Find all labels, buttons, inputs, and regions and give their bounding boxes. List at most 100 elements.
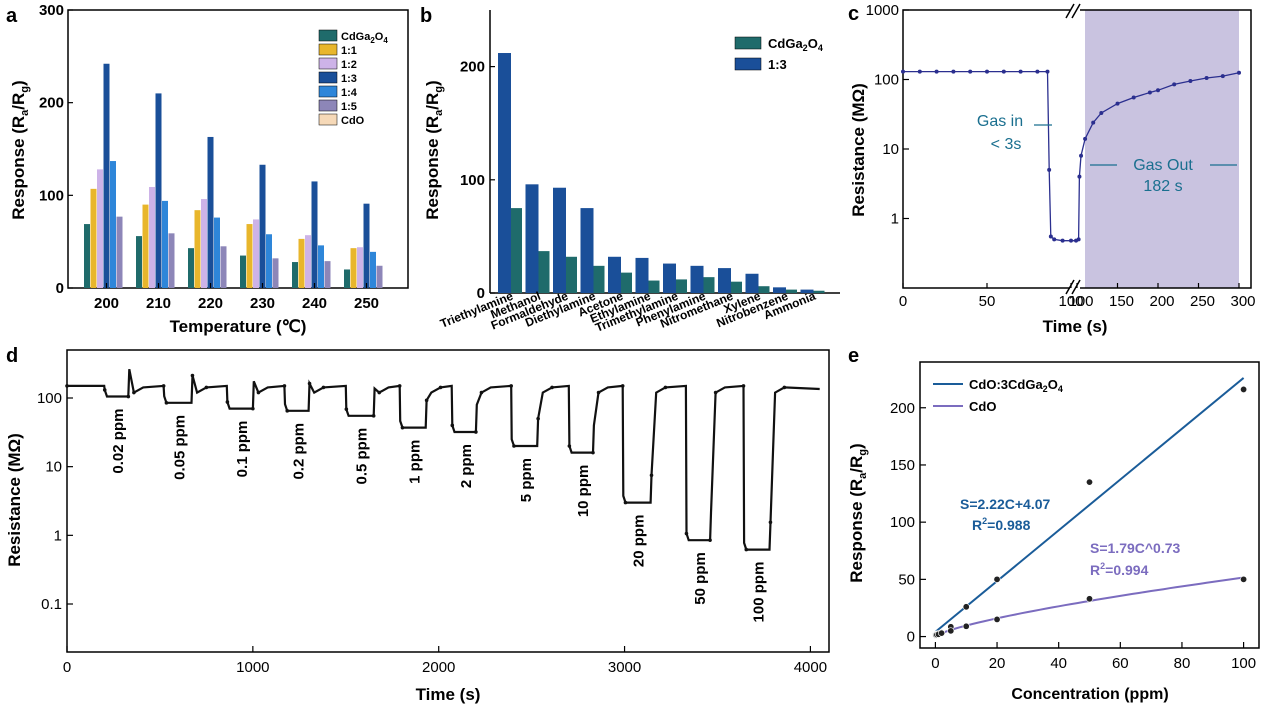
panel-d-point bbox=[344, 407, 349, 411]
panel-d-point bbox=[397, 384, 402, 388]
gas-in-label: Gas in bbox=[977, 113, 1023, 130]
panel-c-xtick-label: 200 bbox=[1149, 293, 1174, 310]
legend-label-b-cdga2o4: CdGa2O4 bbox=[768, 36, 823, 53]
legend-swatch-1-5 bbox=[318, 99, 338, 112]
panel-a-xtick-label: 210 bbox=[146, 295, 171, 312]
panel-b-bar bbox=[773, 287, 786, 293]
panel-a-bar bbox=[272, 258, 279, 288]
panel-c-right-series-point bbox=[1237, 70, 1241, 75]
panel-a-bar bbox=[292, 262, 298, 288]
panel-c-left-series-point bbox=[1048, 234, 1053, 239]
panel-a-bar bbox=[363, 203, 370, 288]
panel-label-a: a bbox=[6, 5, 18, 27]
panel-a-x-axis-label: Temperature (℃) bbox=[170, 317, 307, 336]
panel-a-bar bbox=[201, 199, 207, 288]
panel-c-right-series-point bbox=[1220, 74, 1225, 79]
panel-a-bar-chart: 0 100 200 300 200 210 220 230 240 250 Temperatur… bbox=[9, 2, 409, 336]
panel-e-frame bbox=[919, 361, 1260, 649]
panel-d-step-label: 0.02 ppm bbox=[110, 409, 127, 474]
panel-d-step-label: 0.05 ppm bbox=[172, 415, 189, 480]
panel-b-bar bbox=[718, 268, 731, 293]
panel-b-bar bbox=[608, 256, 621, 293]
panel-d-ytick-label: 100 bbox=[37, 390, 62, 407]
legend-label-1-5: 1:5 bbox=[341, 101, 357, 113]
panel-c-xtick-label: 100 bbox=[1058, 293, 1083, 310]
panel-d-point bbox=[550, 385, 554, 390]
panel-c-left-series-point bbox=[1001, 69, 1006, 74]
panel-e-ytick-label: 150 bbox=[890, 457, 915, 474]
panel-a-bar bbox=[344, 269, 350, 288]
panel-b-bar bbox=[800, 289, 814, 293]
composite-data-point bbox=[1240, 385, 1248, 393]
gas-in-time: < 3s bbox=[991, 136, 1022, 153]
panel-e-scatter-chart: 0 50 100 150 200 0 20 40 60 80 100 Concentration … bbox=[847, 361, 1260, 703]
panel-c-left-series-point bbox=[1047, 167, 1052, 172]
panel-c-y-axis-label: Resistance (MΩ) bbox=[849, 83, 868, 217]
legend-label-1-4: 1:4 bbox=[341, 87, 358, 99]
cdo-data-point bbox=[962, 622, 970, 630]
panel-d-point bbox=[782, 385, 787, 390]
panel-d-point bbox=[204, 385, 209, 390]
panel-a-bar bbox=[90, 188, 97, 288]
panel-a-bar bbox=[259, 164, 266, 288]
panel-d-ytick-label: 0.1 bbox=[41, 596, 62, 613]
composite-data-point bbox=[962, 603, 970, 611]
panel-a-bar bbox=[220, 246, 227, 288]
legend-swatch-1-2 bbox=[318, 57, 338, 70]
panel-d-point bbox=[164, 401, 169, 405]
panel-a-bar bbox=[376, 265, 383, 288]
panel-a-bar bbox=[253, 219, 259, 288]
panel-c-right-series-point bbox=[1172, 82, 1177, 87]
panel-d-point bbox=[744, 547, 749, 552]
panel-d-point bbox=[450, 423, 455, 428]
panel-c-right-series-point bbox=[1147, 90, 1152, 95]
panel-c-left-series-line bbox=[903, 70, 1076, 242]
panel-c-xtick-label: 100 bbox=[1068, 293, 1093, 310]
panel-d-step-label: 20 ppm bbox=[631, 515, 648, 568]
panel-a-bar bbox=[149, 186, 155, 288]
panel-a-bar bbox=[188, 248, 194, 288]
legend-swatch-b-cdga2o4 bbox=[734, 36, 762, 50]
panel-a-bar bbox=[357, 247, 363, 288]
panel-c-left-series-point bbox=[1069, 238, 1073, 243]
panel-c-right-series-point bbox=[1091, 120, 1096, 125]
panel-a-bar bbox=[298, 238, 305, 288]
panel-d-point bbox=[741, 384, 746, 388]
linear-fit-equation: S=2.22C+4.07 bbox=[960, 496, 1051, 512]
panel-d-point bbox=[438, 385, 443, 390]
cdo-data-point bbox=[947, 627, 955, 635]
legend-swatch-cdo bbox=[318, 113, 338, 126]
legend-swatch-cdga2o4 bbox=[318, 29, 338, 42]
panel-a-bar bbox=[155, 93, 162, 289]
panel-e-legend: CdO:3CdGa2O4 CdO bbox=[933, 377, 1063, 414]
panel-a-bar bbox=[266, 234, 272, 288]
panel-c-left-series-point bbox=[985, 69, 989, 74]
panel-a-ytick-label: 200 bbox=[39, 95, 64, 112]
panel-d-point bbox=[400, 425, 405, 430]
legend-label-b-1-3: 1:3 bbox=[768, 57, 787, 72]
legend-label-composite: CdO:3CdGa2O4 bbox=[969, 377, 1063, 394]
panel-d-frame bbox=[66, 349, 830, 653]
panel-c-ytick-label: 100 bbox=[874, 72, 899, 89]
legend-label-cdga2o4: CdGa2O4 bbox=[341, 31, 388, 45]
panel-c-left-series-point bbox=[1052, 237, 1057, 242]
legend-swatch-1-1 bbox=[318, 43, 338, 56]
panel-d-point bbox=[479, 390, 484, 395]
panel-d-step-label: 0.5 ppm bbox=[354, 428, 371, 485]
panel-b-bar bbox=[536, 251, 550, 293]
linear-fit-line bbox=[934, 377, 1245, 633]
panel-a-ytick-label: 100 bbox=[39, 187, 64, 204]
panel-d-x-axis-label: Time (s) bbox=[416, 685, 481, 704]
panel-b-bar bbox=[690, 265, 704, 293]
cdo-data-point bbox=[938, 629, 946, 637]
cdo-data-point bbox=[1086, 595, 1094, 603]
legend-label-1-1: 1:1 bbox=[341, 45, 357, 57]
panel-a-bar bbox=[318, 245, 324, 288]
panel-d-step-label: 1 ppm bbox=[407, 440, 424, 484]
gas-out-time: 182 s bbox=[1143, 178, 1182, 195]
panel-d-step-label: 50 ppm bbox=[692, 552, 709, 605]
panel-b-bar bbox=[674, 279, 687, 293]
